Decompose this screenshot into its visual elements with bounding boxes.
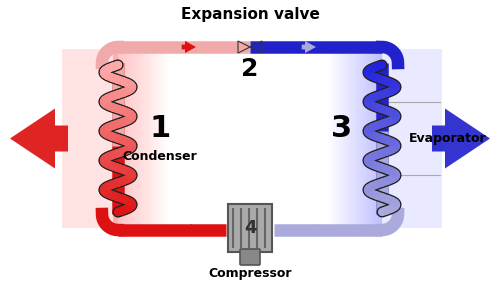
Bar bbox=[371, 49, 373, 228]
Bar bbox=[130, 49, 132, 228]
Bar bbox=[380, 49, 382, 228]
Bar bbox=[336, 49, 338, 228]
Bar bbox=[228, 204, 272, 252]
Bar bbox=[166, 49, 168, 228]
Text: 2: 2 bbox=[242, 57, 258, 81]
Text: Evaporator: Evaporator bbox=[409, 132, 487, 145]
Bar bbox=[352, 49, 354, 228]
Bar bbox=[334, 49, 336, 228]
Bar bbox=[160, 49, 162, 228]
Bar bbox=[327, 49, 329, 228]
Bar bbox=[150, 49, 152, 228]
Bar bbox=[360, 49, 362, 228]
Bar bbox=[133, 49, 135, 228]
Text: Condenser: Condenser bbox=[122, 150, 198, 163]
Text: 3: 3 bbox=[332, 114, 352, 143]
Polygon shape bbox=[307, 224, 322, 236]
FancyBboxPatch shape bbox=[240, 249, 260, 265]
Bar bbox=[378, 49, 380, 228]
Bar bbox=[115, 49, 116, 228]
Polygon shape bbox=[10, 109, 68, 168]
Polygon shape bbox=[238, 41, 250, 53]
Bar bbox=[342, 49, 344, 228]
Bar bbox=[349, 49, 351, 228]
Bar bbox=[351, 49, 352, 228]
Bar bbox=[159, 49, 160, 228]
Bar bbox=[340, 49, 342, 228]
Bar bbox=[329, 49, 330, 228]
Bar bbox=[135, 49, 137, 228]
Text: Compressor: Compressor bbox=[208, 268, 292, 280]
Bar bbox=[164, 49, 166, 228]
Bar bbox=[138, 49, 140, 228]
Bar bbox=[146, 49, 148, 228]
Bar bbox=[369, 49, 371, 228]
Bar bbox=[116, 49, 118, 228]
Polygon shape bbox=[182, 41, 196, 53]
Bar bbox=[120, 49, 122, 228]
Polygon shape bbox=[250, 41, 262, 53]
Bar bbox=[344, 49, 345, 228]
Bar bbox=[338, 49, 340, 228]
Bar bbox=[113, 49, 115, 228]
Text: Expansion valve: Expansion valve bbox=[180, 7, 320, 23]
Bar bbox=[155, 49, 157, 228]
Bar bbox=[356, 49, 358, 228]
Bar bbox=[382, 49, 442, 228]
Bar bbox=[368, 49, 369, 228]
Bar bbox=[347, 49, 349, 228]
Bar bbox=[126, 49, 128, 228]
Polygon shape bbox=[181, 224, 196, 236]
Bar bbox=[142, 49, 144, 228]
Bar bbox=[362, 49, 364, 228]
Bar bbox=[330, 49, 332, 228]
Bar bbox=[376, 49, 378, 228]
Bar bbox=[62, 49, 118, 228]
Bar bbox=[132, 49, 133, 228]
Bar bbox=[144, 49, 146, 228]
Bar bbox=[346, 49, 347, 228]
Text: 4: 4 bbox=[244, 219, 256, 237]
Bar bbox=[358, 49, 360, 228]
Bar bbox=[364, 49, 366, 228]
Bar bbox=[140, 49, 142, 228]
Polygon shape bbox=[302, 41, 316, 53]
Text: 1: 1 bbox=[150, 114, 171, 143]
Bar bbox=[124, 49, 126, 228]
Bar bbox=[157, 49, 159, 228]
Bar bbox=[374, 49, 376, 228]
Bar bbox=[148, 49, 150, 228]
Bar bbox=[162, 49, 164, 228]
Bar bbox=[354, 49, 356, 228]
Bar bbox=[118, 49, 120, 228]
Bar bbox=[137, 49, 138, 228]
Bar bbox=[373, 49, 374, 228]
Bar bbox=[152, 49, 154, 228]
Bar bbox=[122, 49, 124, 228]
Bar bbox=[154, 49, 155, 228]
Bar bbox=[128, 49, 130, 228]
Bar bbox=[332, 49, 334, 228]
Polygon shape bbox=[432, 109, 490, 168]
Bar bbox=[366, 49, 368, 228]
